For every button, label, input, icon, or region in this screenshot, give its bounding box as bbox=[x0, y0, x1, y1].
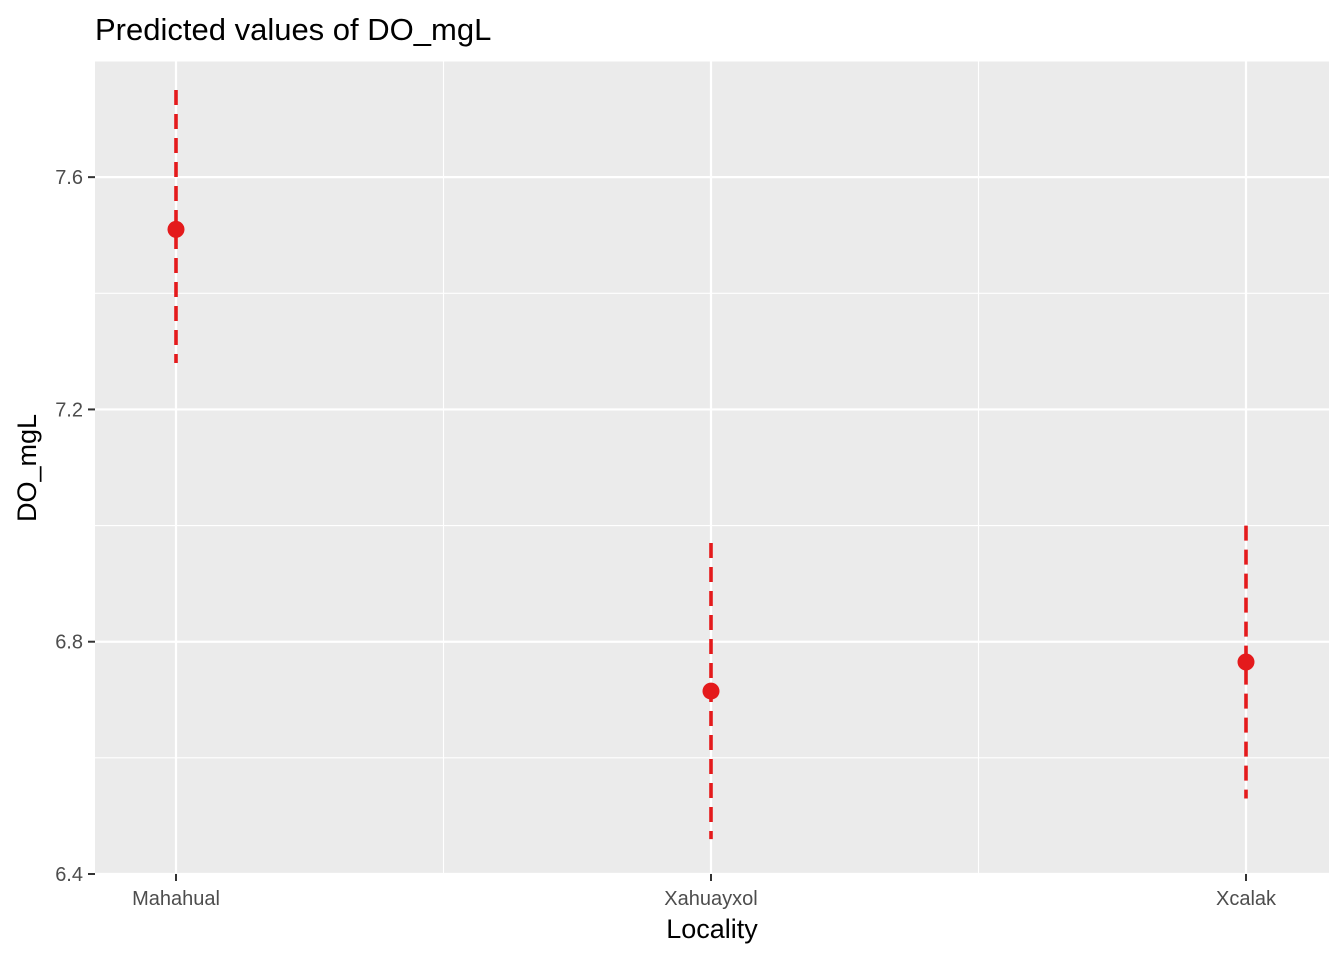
data-point bbox=[167, 220, 185, 238]
data-point bbox=[1237, 653, 1255, 671]
y-tick-label: 7.2 bbox=[55, 399, 83, 421]
x-axis-title: Locality bbox=[666, 914, 758, 944]
y-axis-title: DO_mgL bbox=[12, 414, 42, 522]
y-axis: 6.4 6.8 7.2 7.6 bbox=[55, 167, 95, 886]
x-tick-label: Xahuayxol bbox=[664, 888, 757, 910]
x-tick-label: Mahahual bbox=[132, 888, 220, 910]
data-point bbox=[702, 682, 720, 700]
x-tick-label: Xcalak bbox=[1216, 888, 1277, 910]
y-tick-label: 6.4 bbox=[55, 864, 83, 886]
y-tick-label: 6.8 bbox=[55, 632, 83, 654]
x-axis: Mahahual Xahuayxol Xcalak bbox=[132, 874, 1277, 910]
y-tick-label: 7.6 bbox=[55, 167, 83, 189]
data-points bbox=[167, 220, 1255, 700]
chart-title: Predicted values of DO_mgL bbox=[95, 12, 491, 47]
